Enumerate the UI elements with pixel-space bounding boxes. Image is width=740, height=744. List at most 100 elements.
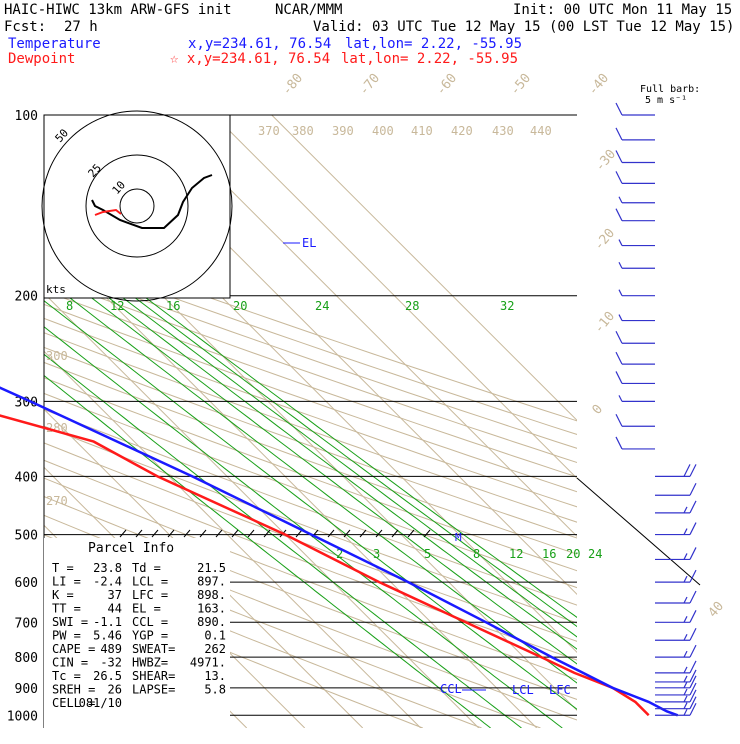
wind-barb-half-flag <box>618 395 623 402</box>
wind-barbs <box>615 102 697 716</box>
parcel-info-cell: 23.8 <box>93 561 122 575</box>
dewpoint-legend: Dewpoint <box>8 51 75 67</box>
wind-barb <box>615 371 655 385</box>
hatch-mark <box>247 529 255 538</box>
dry-adiabat-line <box>44 250 577 435</box>
dewpoint-latlon: lat,lon= 2.22, -55.95 <box>341 51 518 67</box>
wind-barb-flag <box>615 371 623 384</box>
pressure-label: 100 <box>15 109 38 124</box>
wind-barb-flag <box>689 696 697 709</box>
dry-adiabat-line <box>44 575 423 728</box>
hatch-mark <box>199 529 207 538</box>
parcel-info-box: Parcel Info T = 23.8 Td = 21.5 LI = -2.4 LCL =… <box>44 538 230 728</box>
barb-panel-edge <box>576 477 701 586</box>
pressure-label: 500 <box>15 529 38 544</box>
mixing-ratio-label: 12 <box>110 299 124 313</box>
parcel-info-cell: 0.1 <box>204 629 226 643</box>
mixing-ratio-label: 20 <box>233 299 247 313</box>
dry-adiabat-line <box>44 317 577 508</box>
wind-barb-half-flag <box>618 196 623 203</box>
wind-barb-flag <box>689 703 697 716</box>
wind-barb-half-flag <box>618 261 623 269</box>
wind-barb-half-flag <box>683 596 688 604</box>
wind-barb <box>655 628 697 641</box>
lcl-label: LCL <box>512 683 534 697</box>
wind-barb-half-flag <box>683 688 688 696</box>
mixing-ratio-label: 2 <box>336 547 343 561</box>
ccl-label: CCL <box>440 682 462 696</box>
mixing-ratio-label: 24 <box>315 299 329 313</box>
wind-barb-flag <box>689 675 697 689</box>
hatch-mark <box>327 529 335 538</box>
isotherm-label: -80 <box>280 71 307 99</box>
hatch-mark <box>215 529 223 538</box>
mixing-ratio-label: 24 <box>588 547 602 561</box>
wind-barb-flag <box>683 464 691 477</box>
dry-adiabat-line <box>44 290 577 478</box>
wind-barb-flag <box>689 500 697 514</box>
parcel-info-cell: SHEAR= <box>132 669 175 683</box>
valid-time: Valid: 03 UTC Tue 12 May 15 (00 LST Tue … <box>313 19 734 35</box>
hatch-mark <box>359 529 367 538</box>
wind-barb-flag <box>689 628 697 641</box>
parcel-info-cell: 890. <box>197 615 226 629</box>
wind-barb <box>615 171 655 184</box>
isotherm-label: -60 <box>434 71 461 99</box>
barb-legend-line1: Full barb: <box>640 84 700 95</box>
wind-barb <box>618 196 655 204</box>
isotherm-label: 40 <box>706 599 728 621</box>
dry-adiabat-line <box>44 459 577 661</box>
fcst-hours: 27 h <box>64 19 98 35</box>
mixing-ratio-line <box>132 295 577 628</box>
isotherm-label: -40 <box>586 71 613 99</box>
wind-barb-half-flag <box>683 702 688 709</box>
theta-label: 430 <box>492 124 514 138</box>
pressure-label: 300 <box>15 395 38 410</box>
parcel-info-cell: 44 <box>108 602 122 616</box>
isotherm-line <box>0 115 15 728</box>
wind-barb <box>655 590 697 604</box>
parcel-info-cell: 26 <box>108 683 122 697</box>
wind-barb-flag <box>689 464 697 477</box>
pressure-label: 1000 <box>7 709 38 724</box>
wind-barb-half-flag <box>683 506 688 514</box>
mixing-ratio-line <box>66 295 577 684</box>
pressure-axis-labels: 100 200 300 400 500 600 700 800 900 1000 <box>7 109 38 724</box>
hatch-mark <box>231 529 239 538</box>
hatch-mark <box>135 529 143 538</box>
dry-adiabat-line <box>44 346 577 539</box>
isotherm-label: 0 <box>590 402 607 418</box>
hodograph-ring-inner <box>119 188 155 224</box>
wind-barb <box>655 644 697 658</box>
model-title: HAIC-HIWC 13km ARW-GFS init <box>4 2 232 18</box>
wind-barb <box>655 547 697 561</box>
parcel-info-cell: 081/10 <box>79 696 122 710</box>
parcel-info-cell: CCL = <box>132 615 168 629</box>
init-time: Init: 00 UTC Mon 11 May 15 <box>513 2 732 18</box>
pressure-label: 200 <box>15 290 38 305</box>
parcel-info-cell: YGP = <box>132 629 168 643</box>
wind-barb <box>615 102 655 116</box>
mixing-ratio-line <box>142 295 577 619</box>
wind-barb <box>618 289 655 297</box>
wind-barb <box>615 208 655 222</box>
wind-barb <box>655 464 697 478</box>
dry-adiabat-line <box>44 237 577 422</box>
hodograph-storm-motion <box>94 208 122 216</box>
hatch-mark <box>407 529 415 538</box>
wind-barb-flag <box>615 436 623 450</box>
pressure-label: 800 <box>15 651 38 666</box>
parcel-info-title: Parcel Info <box>88 541 174 556</box>
wind-barb-flag <box>615 208 623 221</box>
parcel-info-cell: CIN = <box>52 656 88 670</box>
mixing-ratio-line <box>44 326 563 728</box>
theta-label: 400 <box>372 124 394 138</box>
hatch-mark <box>151 529 159 538</box>
mixing-ratio-label: 5 <box>424 547 431 561</box>
theta-label: 300 <box>46 349 68 363</box>
parcel-info-cell: SWEAT= <box>132 642 175 656</box>
wind-barb-flag <box>689 644 697 658</box>
hatch-mark <box>119 529 127 538</box>
pressure-label: 900 <box>15 682 38 697</box>
wind-barb-flag <box>689 547 697 560</box>
